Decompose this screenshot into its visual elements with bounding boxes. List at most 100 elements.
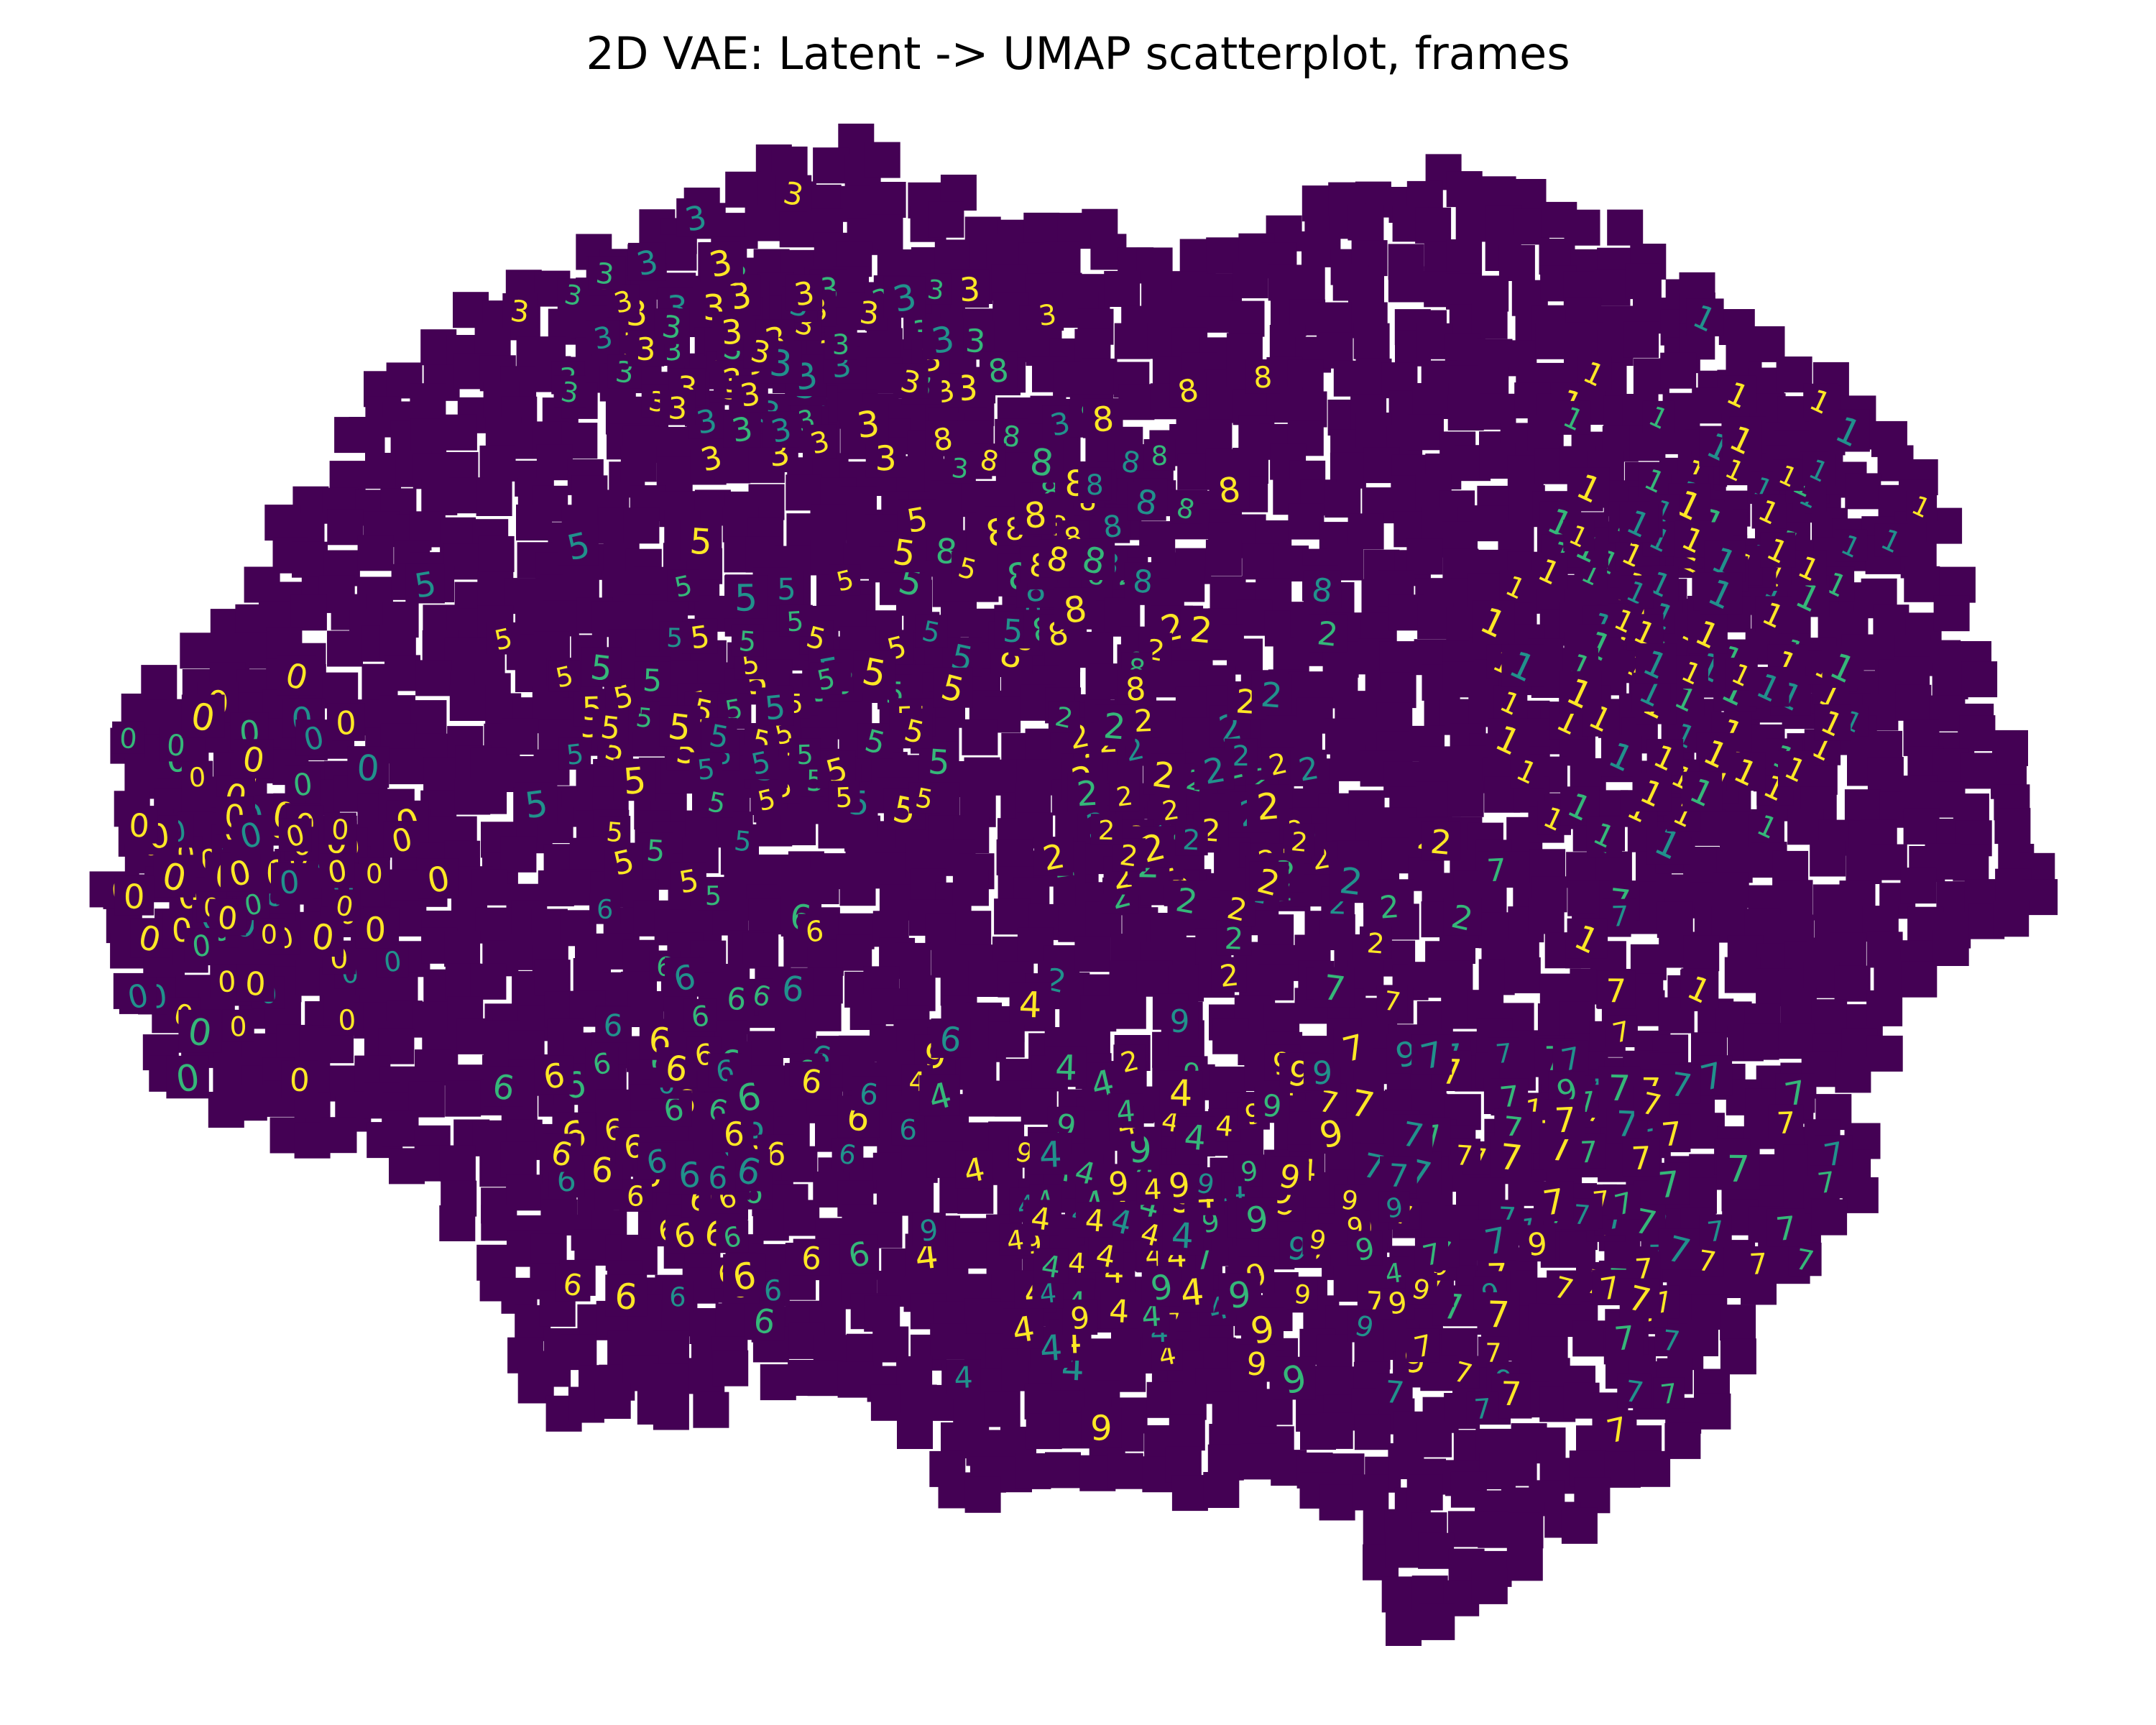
digit-glyph: 6 — [596, 894, 614, 925]
frame-tile — [1992, 730, 2028, 766]
frame-tile — [327, 630, 363, 667]
digit-point-5: 5 — [857, 722, 893, 761]
digit-point-0: 0 — [231, 814, 270, 857]
digit-point-5: 5 — [789, 738, 821, 771]
digit-point-5: 5 — [515, 782, 558, 827]
digit-point-6: 6 — [793, 1061, 831, 1102]
frame-tile — [1437, 960, 1473, 997]
frame-tile — [1866, 1035, 1903, 1072]
digit-glyph: 4 — [1084, 1202, 1106, 1239]
digit-glyph: 4 — [954, 1360, 974, 1395]
digit-point-0: 0 — [166, 1055, 209, 1101]
digit-point-5: 5 — [634, 661, 671, 699]
frame-tile — [1683, 935, 1720, 972]
digit-point-6: 6 — [665, 957, 704, 999]
digit-point-2: 2 — [1167, 880, 1207, 922]
digit-point-0: 0 — [320, 853, 355, 891]
digit-point-1: 1 — [1682, 770, 1723, 816]
frame-tile — [1932, 930, 1969, 966]
digit-point-8: 8 — [1303, 570, 1342, 610]
frame-tile — [1660, 352, 1697, 389]
digit-point-3: 3 — [803, 425, 837, 461]
digit-point-0: 0 — [328, 889, 361, 923]
digit-glyph: 0 — [364, 911, 386, 949]
digit-point-7: 7 — [1475, 1219, 1516, 1264]
digit-point-0: 0 — [153, 854, 196, 901]
digit-glyph: 7 — [1613, 1318, 1637, 1358]
digit-point-1: 1 — [1802, 453, 1835, 489]
digit-glyph: 3 — [854, 402, 882, 446]
digit-point-2: 2 — [1309, 614, 1348, 654]
digit-point-1: 1 — [1906, 489, 1938, 525]
digit-point-1: 1 — [1563, 519, 1595, 554]
digit-glyph: 5 — [763, 688, 788, 728]
digit-point-6: 6 — [723, 1254, 766, 1299]
frame-tile — [389, 748, 425, 785]
digit-point-1: 1 — [1635, 642, 1677, 688]
frame-tile — [1118, 384, 1155, 420]
frame-tile — [1136, 960, 1173, 997]
digit-glyph: 4 — [1018, 983, 1043, 1026]
frame-tile — [897, 1413, 933, 1449]
digit-point-8: 8 — [1124, 562, 1161, 601]
digit-glyph: 0 — [119, 722, 138, 755]
digit-point-4: 4 — [999, 1223, 1031, 1257]
frame-tile — [1713, 872, 1749, 908]
frame-tile — [725, 171, 762, 208]
frame-tile — [623, 507, 660, 544]
frame-tile — [1625, 263, 1662, 300]
digit-point-7: 7 — [1547, 1269, 1581, 1307]
digit-point-3: 3 — [851, 294, 888, 332]
digit-glyph: 2 — [1181, 824, 1201, 857]
digit-glyph: 5 — [796, 740, 814, 771]
frame-tile — [321, 1117, 357, 1154]
digit-point-3: 3 — [763, 411, 799, 451]
frame-tile — [867, 214, 903, 251]
frame-tile — [444, 931, 481, 967]
digit-point-2: 2 — [1247, 784, 1289, 829]
digit-point-3: 3 — [743, 334, 778, 371]
digit-point-7: 7 — [1490, 1136, 1532, 1179]
digit-point-9: 9 — [1334, 1184, 1365, 1217]
digit-point-1: 1 — [1567, 917, 1608, 962]
digit-point-1: 1 — [1751, 492, 1787, 532]
digit-glyph: 7 — [1661, 1325, 1682, 1358]
digit-point-0: 0 — [278, 818, 312, 855]
frame-tile — [653, 1394, 689, 1430]
digit-glyph: 6 — [678, 1155, 701, 1196]
digit-point-7: 7 — [1653, 1377, 1685, 1410]
digit-point-2: 2 — [1251, 674, 1292, 717]
digit-point-2: 2 — [1175, 822, 1208, 857]
digit-glyph: 9 — [918, 1213, 940, 1248]
digit-point-4: 4 — [1046, 1046, 1087, 1089]
digit-glyph: 2 — [1188, 610, 1214, 652]
frame-tile — [516, 505, 552, 540]
digit-glyph: 4 — [1108, 1293, 1130, 1331]
frame-tile — [810, 504, 847, 540]
digit-point-0: 0 — [120, 806, 158, 845]
frame-tile — [1607, 209, 1644, 246]
frame-tile — [1634, 1450, 1671, 1487]
digit-point-8: 8 — [979, 351, 1018, 391]
frame-tile — [1074, 936, 1111, 972]
digit-glyph: 0 — [217, 965, 236, 999]
digit-point-0: 0 — [271, 862, 308, 902]
digit-point-7: 7 — [1605, 1015, 1637, 1049]
digit-glyph: 5 — [666, 622, 683, 654]
digit-point-4: 4 — [1003, 1308, 1044, 1352]
frame-tile — [1901, 961, 1938, 998]
frame-tile — [1169, 1414, 1205, 1451]
frame-tile — [439, 1205, 476, 1241]
frame-tile — [1845, 473, 1881, 510]
digit-point-1: 1 — [1488, 717, 1529, 764]
digit-point-1: 1 — [1760, 530, 1796, 571]
frame-tile — [953, 1232, 990, 1269]
digit-point-8: 8 — [1038, 539, 1078, 581]
digit-point-4: 4 — [1100, 1292, 1138, 1331]
digit-point-4: 4 — [946, 1359, 981, 1395]
digit-point-8: 8 — [1245, 359, 1280, 395]
digit-glyph: 7 — [1749, 1248, 1769, 1282]
frame-tile — [1406, 1474, 1443, 1511]
frame-tile — [1107, 1453, 1143, 1489]
digit-point-3: 3 — [922, 318, 964, 362]
